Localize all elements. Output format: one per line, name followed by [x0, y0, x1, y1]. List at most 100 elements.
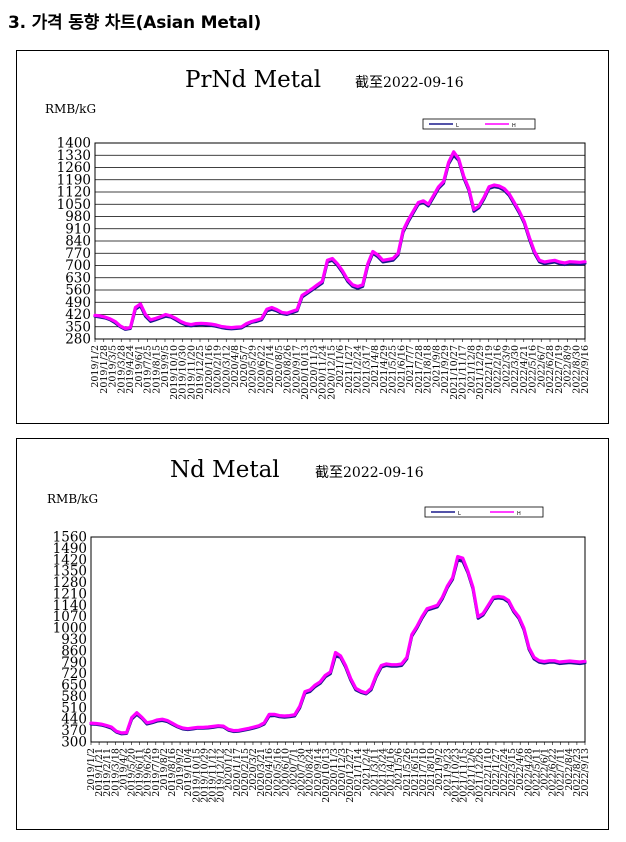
x-tick-label: 2021/7/28 [414, 345, 425, 394]
x-tick-label: 2019/7/25 [143, 345, 154, 394]
x-tick-label: 2019/11/20 [186, 345, 197, 400]
x-tick-label: 2019/9/5 [160, 345, 171, 388]
y-tick-label: 650 [61, 678, 87, 694]
x-tick-label: 2020/3/2 [248, 748, 259, 791]
x-tick-label: 2022/8/23 [572, 748, 583, 797]
series-line-H [89, 554, 587, 735]
series-line-L [93, 153, 587, 331]
x-tick-label: 2021/2/4 [361, 748, 372, 791]
x-tick-label: 2022/8/9 [563, 345, 574, 388]
x-tick-label: 2020/3/21 [256, 748, 267, 797]
page-heading: 3. 가격 동향 차트(Asian Metal) [8, 13, 262, 33]
y-tick-label: 840 [65, 234, 91, 250]
x-tick-label: 2021/5/26 [402, 748, 413, 797]
x-tick-label: 2021/6/15 [410, 748, 421, 797]
x-tick-label: 2022/4/6 [515, 748, 526, 791]
y-tick-label: 1330 [57, 148, 91, 164]
x-tick-label: 2021/9/29 [440, 345, 451, 394]
x-tick-label: 2019/6/11 [135, 748, 146, 797]
x-tick-label: 2022/3/9 [501, 345, 512, 388]
prnd-chart: PrNd Metal 截至2022-09-16 RMB/kG L H 2803504204… [45, 67, 591, 400]
x-tick-label: 2021/10/23 [450, 748, 461, 803]
y-tick-label: 490 [65, 295, 91, 311]
nd-chart: Nd Metal 截至2022-09-16 RMB/kG L H 300370440510… [47, 457, 591, 803]
x-tick-label: 2020/11/3 [309, 345, 320, 394]
x-tick-label: 2019/12/12 [216, 748, 227, 803]
unit-label: RMB/kG [45, 102, 96, 116]
x-tick-label: 2020/12/27 [345, 748, 356, 803]
x-tick-label: 2022/8/4 [564, 748, 575, 791]
y-tick-label: 910 [65, 221, 91, 237]
y-tick-label: 370 [61, 723, 87, 739]
x-tick-label: 2020/10/13 [321, 748, 332, 803]
y-tick-label: 1560 [53, 530, 87, 546]
x-tick-label: 2019/1/2 [86, 748, 97, 791]
x-tick-label: 2021/12/6 [467, 748, 478, 797]
x-tick-label: 2020/9/17 [291, 345, 302, 394]
legend-box [424, 506, 544, 518]
y-tick-label: 1140 [53, 598, 87, 614]
x-tick-label: 2022/9/13 [580, 748, 591, 797]
x-tick-label: 2022/8/30 [571, 345, 582, 394]
chart-subtitle: 截至2022-09-16 [355, 75, 464, 91]
x-tick-label: 2021/1/6 [335, 345, 346, 388]
y-tick-label: 1000 [53, 621, 87, 637]
x-tick-label: 2019/3/28 [116, 345, 127, 394]
x-tick-label: 2020/11/3 [329, 748, 340, 797]
x-tick-label: 2021/1/27 [344, 345, 355, 394]
x-tick-label: 2022/3/30 [510, 345, 521, 394]
x-tick-label: 2020/12/3 [337, 748, 348, 797]
x-tick-label: 2021/3/17 [361, 345, 372, 394]
x-tick-label: 2020/6/10 [280, 748, 291, 797]
x-tick-label: 2020/7/30 [297, 748, 308, 797]
x-tick-label: 2021/6/16 [396, 345, 407, 394]
y-tick-label: 860 [61, 643, 87, 659]
legend-box [422, 118, 536, 130]
x-tick-label: 2021/2/24 [353, 345, 364, 394]
x-tick-label: 2020/2/15 [240, 748, 251, 797]
x-tick-label: 2022/2/16 [493, 345, 504, 394]
x-tick-label: 2021/12/8 [466, 345, 477, 394]
x-tick-label: 2020/1/16 [204, 345, 215, 394]
x-tick-label: 2019/3/5 [108, 345, 119, 388]
legend-label-L: L [458, 511, 461, 517]
y-tick-label: 440 [61, 712, 87, 728]
x-tick-label: 2020/9/14 [313, 748, 324, 797]
x-tick-label: 2021/8/18 [423, 345, 434, 394]
x-tick-label: 2019/4/2 [118, 748, 129, 791]
x-tick-label: 2020/3/12 [221, 345, 232, 394]
x-tick-label: 2020/4/16 [264, 748, 275, 797]
x-tick-label: 2021/3/24 [378, 748, 389, 797]
x-tick-label: 2022/7/11 [556, 748, 567, 797]
x-tick-label: 2022/7/19 [554, 345, 565, 394]
x-tick-label: 2020/2/19 [213, 345, 224, 394]
legend-label-H: H [517, 511, 521, 517]
x-tick-label: 2019/11/12 [207, 748, 218, 803]
x-tick-label: 2021/11/15 [459, 748, 470, 803]
x-tick-label: 2022/5/16 [528, 345, 539, 394]
chart-title: PrNd Metal [185, 67, 321, 93]
x-tick-label: 2019/1/2 [90, 345, 101, 388]
y-tick-label: 1490 [53, 541, 87, 557]
x-tick-label: 2020/7/1 [288, 748, 299, 791]
x-tick-label: 2019/5/20 [126, 748, 137, 797]
y-tick-label: 1050 [57, 197, 91, 213]
x-tick-label: 2019/9/2 [175, 748, 186, 791]
series-line-L [89, 558, 587, 736]
y-tick-label: 1420 [53, 552, 87, 568]
x-tick-label: 2022/1/10 [483, 748, 494, 797]
x-tick-label: 2020/1/2 [224, 748, 235, 791]
x-tick-label: 2020/5/29 [248, 345, 259, 394]
y-tick-label: 560 [65, 283, 91, 299]
x-tick-label: 2019/12/25 [195, 345, 206, 400]
y-tick-label: 420 [65, 307, 91, 323]
x-tick-label: 2021/9/2 [434, 748, 445, 791]
y-tick-label: 720 [61, 666, 87, 682]
y-tick-label: 1400 [57, 136, 91, 152]
y-tick-label: 770 [65, 246, 91, 262]
y-tick-label: 1350 [53, 564, 87, 580]
x-tick-label: 2021/11/17 [458, 345, 469, 400]
nd-chart-panel: Nd Metal 截至2022-09-16 RMB/kG L H 300 370 440 510… [16, 438, 609, 830]
unit-label: RMB/kG [47, 492, 98, 506]
y-tick-label: 1190 [57, 172, 91, 188]
